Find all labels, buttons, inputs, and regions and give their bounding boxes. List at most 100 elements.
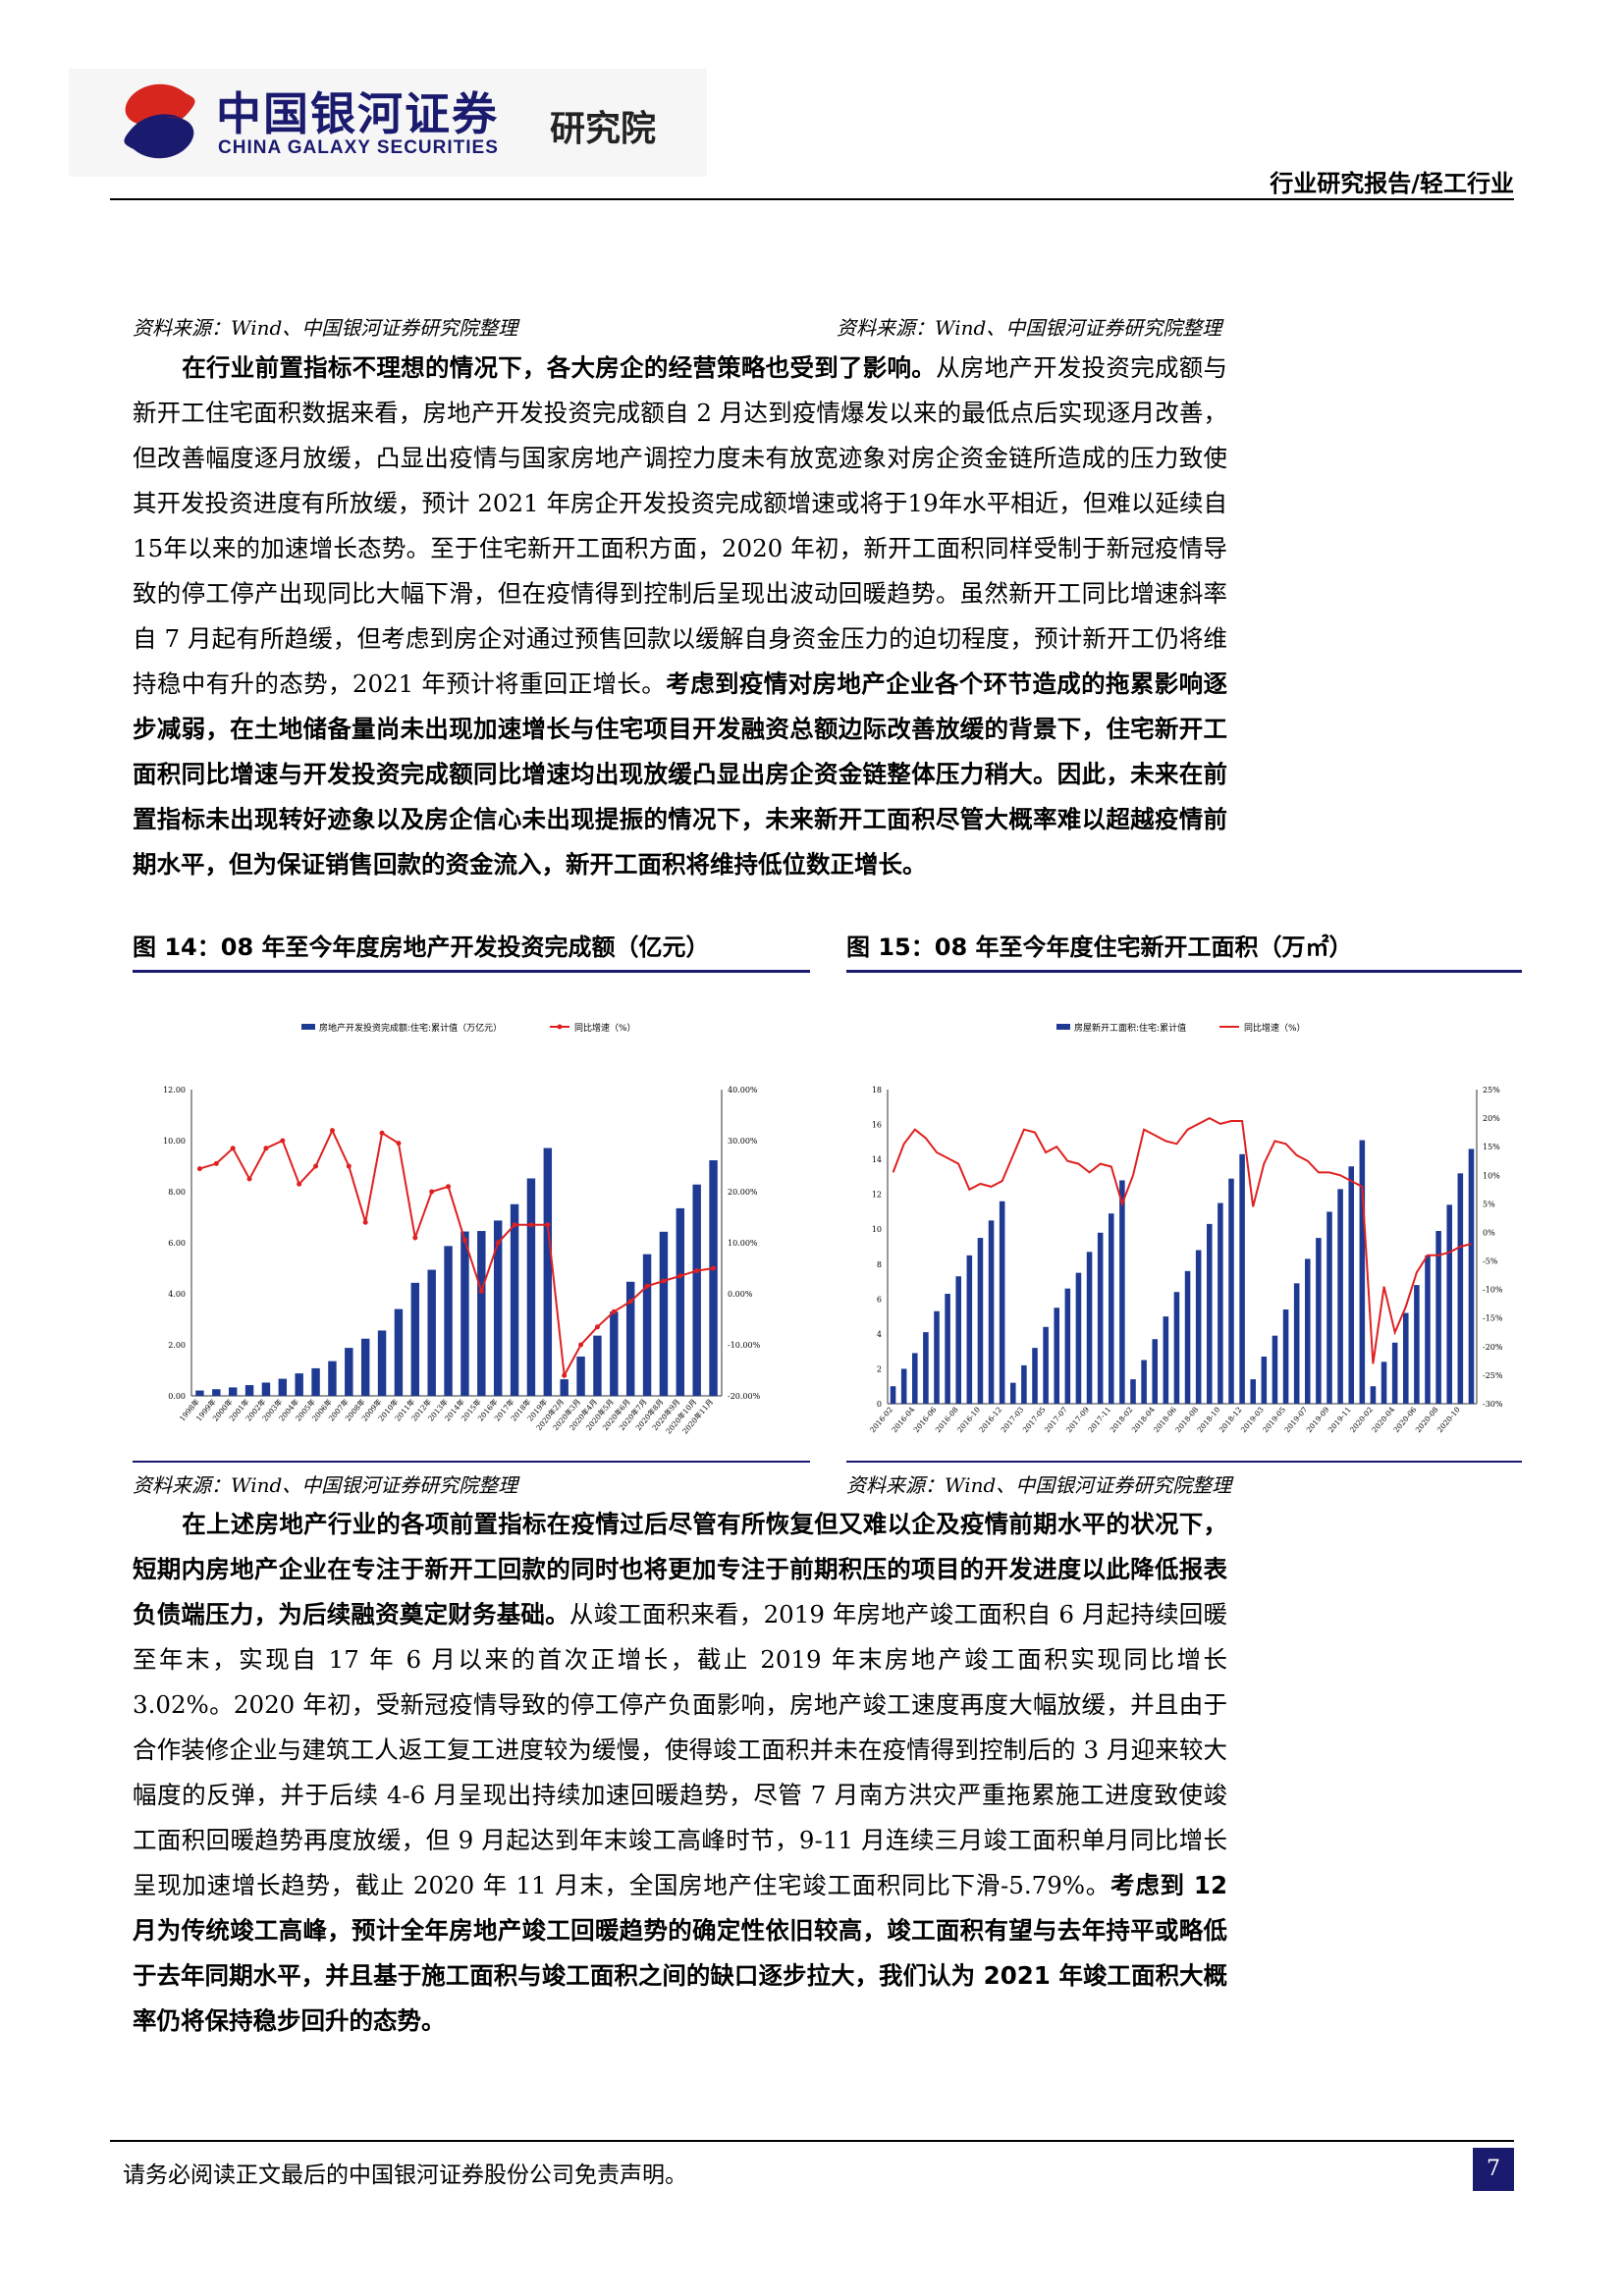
figure-15-caption-rule <box>846 970 1522 973</box>
chart14-right-tick-label: 20.00% <box>728 1188 758 1197</box>
chart15-legend: 房屋新开工面积:住宅:累计值 同比增速（%） <box>1056 1022 1306 1034</box>
chart14-bar <box>244 1385 254 1396</box>
chart14-bar <box>593 1335 602 1396</box>
chart15-right-tick-label: 0% <box>1483 1228 1495 1237</box>
chart15-bar <box>1097 1232 1104 1404</box>
chart14-line-point <box>246 1176 252 1182</box>
chart14-legend-bar-label: 房地产开发投资完成额:住宅:累计值（万亿元） <box>319 1022 502 1034</box>
chart15-bar <box>1305 1258 1311 1404</box>
source-note-top-left: 资料来源：Wind、中国银河证券研究院整理 <box>133 316 518 340</box>
chart15-right-tick-label: 25% <box>1483 1086 1500 1095</box>
chart15-bar <box>1282 1309 1289 1404</box>
chart15-bar <box>1119 1180 1125 1404</box>
chart15-bar <box>1316 1238 1322 1404</box>
source-note-bottom-left: 资料来源：Wind、中国银河证券研究院整理 <box>133 1473 518 1497</box>
chart15-bar <box>1359 1140 1366 1404</box>
chart15-right-tick-label: 15% <box>1483 1143 1500 1151</box>
logo: 中国银河证券 CHINA GALAXY SECURITIES 研究院 <box>69 69 707 177</box>
chart15-bar <box>1141 1360 1147 1404</box>
page-header: 中国银河证券 CHINA GALAXY SECURITIES 研究院 行业研究报… <box>0 0 1624 206</box>
chart14-line-point <box>396 1141 402 1147</box>
chart15-left-tick-label: 14 <box>872 1155 882 1164</box>
chart14-right-tick-label: 40.00% <box>728 1086 758 1095</box>
chart14-bar <box>510 1203 519 1396</box>
chart14-line-point <box>512 1222 517 1228</box>
paragraph-1-bold-tail: 考虑到疫情对房地产企业各个环节造成的拖累影响逐步减弱，在土地储备量尚未出现加速增… <box>133 669 1228 879</box>
chart15-bar <box>1435 1231 1441 1404</box>
figure-14-caption-rule <box>133 970 810 973</box>
chart14-bar <box>360 1338 370 1396</box>
figure-14-caption: 图 14：08 年至今年度房地产开发投资完成额（亿元） <box>133 934 710 961</box>
chart15-bar <box>1380 1362 1387 1404</box>
chart15-legend-bar-label: 房屋新开工面积:住宅:累计值 <box>1074 1022 1186 1034</box>
chart15-bar <box>1163 1316 1169 1404</box>
chart14-bar <box>543 1148 553 1396</box>
chart15-right-tick-label: 20% <box>1483 1114 1500 1123</box>
chart14-right-tick-label: 30.00% <box>728 1137 758 1146</box>
chart14-line-point <box>213 1160 219 1166</box>
chart15-right-tick-label: 10% <box>1483 1171 1500 1180</box>
chart14-bar <box>410 1282 420 1396</box>
chart14-line-point <box>297 1181 302 1187</box>
chart14-left-tick-label: 0.00 <box>168 1392 186 1401</box>
chart14-bar <box>212 1389 221 1396</box>
source-note-top-right: 资料来源：Wind、中国银河证券研究院整理 <box>837 316 1222 340</box>
chart14-bar <box>228 1387 238 1396</box>
chart14-line-point <box>711 1265 717 1271</box>
chart15-left-tick-label: 6 <box>877 1295 882 1304</box>
chart14-left-tick-label: 10.00 <box>163 1137 186 1146</box>
chart15-bar <box>1021 1364 1027 1404</box>
chart14-line-point <box>379 1130 385 1136</box>
source-note-bottom-right: 资料来源：Wind、中国银河证券研究院整理 <box>846 1473 1232 1497</box>
chart14-line-point <box>196 1166 202 1172</box>
galaxy-logo-icon <box>124 83 195 159</box>
chart14-bar <box>642 1254 652 1396</box>
chart14-legend: 房地产开发投资完成额:住宅:累计值（万亿元） 同比增速（%） <box>301 1022 636 1034</box>
chart15-bar <box>1054 1308 1059 1404</box>
figure-14-chart: 房地产开发投资完成额:住宅:累计值（万亿元） 同比增速（%） 0.00 2.00 4… <box>133 991 810 1443</box>
chart15-bar <box>1326 1211 1332 1404</box>
chart15-bar <box>1272 1335 1278 1404</box>
chart15-bar <box>1184 1270 1191 1404</box>
chart15-bar <box>1446 1204 1452 1404</box>
chart14-legend-line-label: 同比增速（%） <box>574 1022 636 1034</box>
chart14-bar <box>659 1231 669 1396</box>
chart15-bar <box>1370 1386 1377 1404</box>
chart14-right-tick-label: 0.00% <box>728 1290 753 1299</box>
chart15-bar <box>1173 1292 1180 1404</box>
chart15-left-tick-label: 4 <box>877 1330 882 1339</box>
chart14-bar <box>676 1207 685 1396</box>
chart15-bar <box>1207 1223 1213 1404</box>
logo-chinese-name: 中国银河证券 <box>216 87 499 140</box>
chart15-right-tick-label: -10% <box>1483 1286 1503 1295</box>
chart14-line-point <box>329 1128 335 1134</box>
chart14-bar <box>460 1231 469 1396</box>
chart15-bar <box>1457 1173 1464 1404</box>
chart14-line-point <box>528 1222 534 1228</box>
chart15-bar <box>977 1238 984 1404</box>
chart15-right-tick-label: -20% <box>1483 1343 1503 1352</box>
chart15-bar <box>945 1294 950 1404</box>
paragraph-2-body: 从竣工面积来看，2019 年房地产竣工面积自 6 月起持续回暖至年末，实现自 1… <box>133 1600 1228 1899</box>
figure-15-svg: 房屋新开工面积:住宅:累计值 同比增速（%） 0 2 4 6 8 10 12 14 16 18 -3… <box>868 1022 1503 1434</box>
chart15-bar <box>934 1310 940 1404</box>
chart14-bar <box>493 1220 503 1396</box>
chart15-bar <box>988 1220 995 1404</box>
chart14-line-point <box>280 1138 286 1144</box>
report-type: 行业研究报告/轻工行业 <box>1270 170 1514 197</box>
chart15-bar <box>1228 1178 1234 1404</box>
chart14-bar <box>610 1311 619 1396</box>
chart15-bar <box>1250 1379 1256 1404</box>
chart14-bar <box>278 1378 288 1396</box>
chart14-line-point <box>478 1288 484 1294</box>
chart14-bar <box>195 1390 204 1396</box>
chart15-left-tick-label: 10 <box>872 1225 882 1234</box>
figure-15-bottom-rule <box>846 1461 1522 1463</box>
chart14-line-point <box>495 1240 501 1246</box>
chart15-bar <box>1414 1285 1420 1404</box>
chart15-bar <box>1218 1202 1223 1404</box>
logo-english-name: CHINA GALAXY SECURITIES <box>218 137 499 158</box>
chart15-growth-line <box>892 1116 1472 1364</box>
chart14-line-point <box>230 1146 236 1151</box>
chart14-bar <box>311 1367 320 1396</box>
